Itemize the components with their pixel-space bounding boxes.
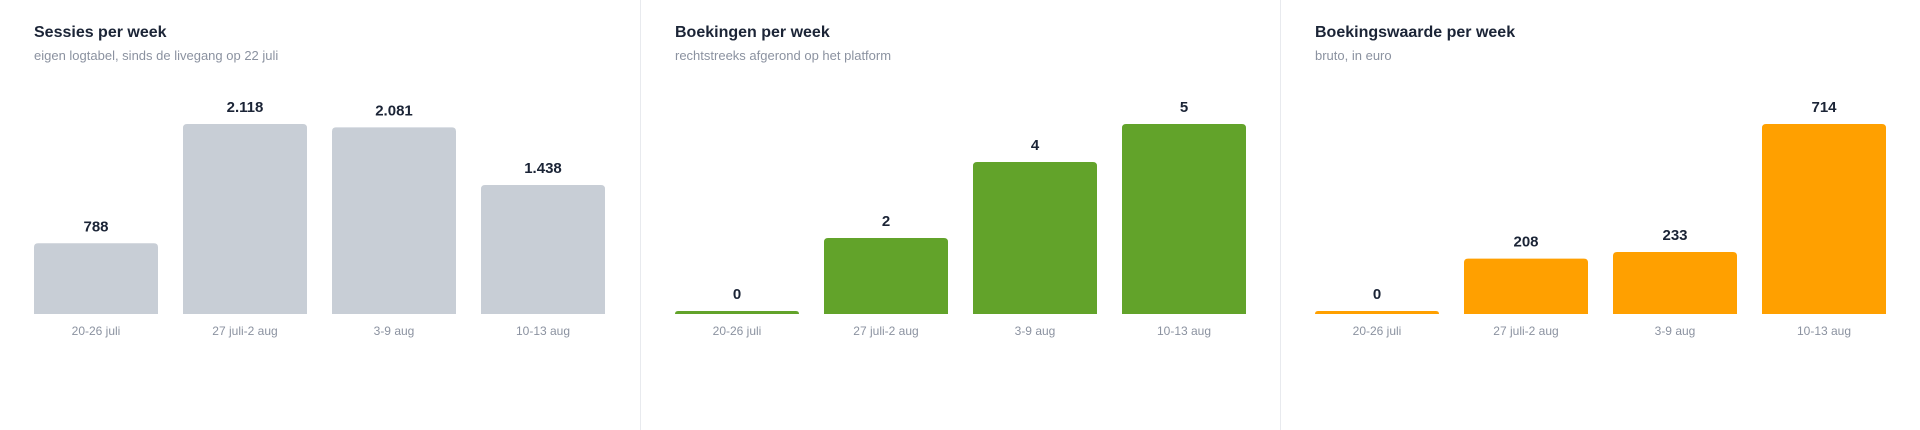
x-tick-label: 27 juli-2 aug [212,324,277,338]
data-label: 2.081 [375,102,413,119]
x-tick-label: 3-9 aug [1655,324,1696,338]
data-label: 0 [1373,286,1381,303]
x-tick-label: 3-9 aug [374,324,415,338]
bar-chart-sessions: 788 20-26 juli 2.118 27 juli-2 aug 2.081 3-9 … [34,99,605,338]
chart-panel-sessions: Sessies per week eigen logtabel, sinds d… [0,0,640,430]
chart-title: Sessies per week [34,24,167,41]
x-tick-label: 20-26 juli [72,324,121,338]
data-label: 233 [1662,227,1687,244]
bar [481,185,605,314]
data-label: 1.438 [524,160,562,177]
x-tick-label: 20-26 juli [713,324,762,338]
bar [1464,258,1588,314]
bar [973,162,1097,314]
x-tick-label: 27 juli-2 aug [1493,324,1558,338]
x-tick-label: 27 juli-2 aug [853,324,918,338]
bar [1613,251,1737,314]
chart-subtitle: rechtstreeks afgerond op het platform [675,48,892,63]
bar [34,243,158,314]
chart-panel-bookings: Boekingen per week rechtstreeks afgerond… [640,0,1280,430]
bar-chart-bookings: 0 20-26 juli 2 27 juli-2 aug 4 3-9 aug 5 10-13 … [675,99,1246,338]
data-label: 4 [1031,137,1040,154]
data-label: 0 [733,286,741,303]
x-tick-label: 10-13 aug [516,324,570,338]
chart-title: Boekingswaarde per week [1315,24,1516,41]
bar [183,124,307,314]
data-label: 2.118 [227,99,264,116]
data-label: 788 [83,218,108,235]
bar [1315,311,1439,314]
x-tick-label: 10-13 aug [1157,324,1211,338]
data-label: 2 [882,213,890,230]
data-label: 5 [1180,99,1188,116]
bar [675,311,799,314]
chart-subtitle: bruto, in euro [1315,48,1392,63]
bar-chart-booking-value: 0 20-26 juli 208 27 juli-2 aug 233 3-9 aug 714… [1315,99,1886,338]
bar [824,238,948,314]
x-tick-label: 10-13 aug [1797,324,1851,338]
data-label: 714 [1811,99,1837,116]
chart-subtitle: eigen logtabel, sinds de livegang op 22 … [34,48,279,63]
x-tick-label: 20-26 juli [1353,324,1402,338]
x-tick-label: 3-9 aug [1015,324,1056,338]
bar [332,127,456,314]
bar [1122,124,1246,314]
chart-panel-booking-value: Boekingswaarde per week bruto, in euro 0… [1280,0,1920,430]
data-label: 208 [1513,234,1538,251]
bar [1762,124,1886,314]
chart-title: Boekingen per week [675,24,830,41]
